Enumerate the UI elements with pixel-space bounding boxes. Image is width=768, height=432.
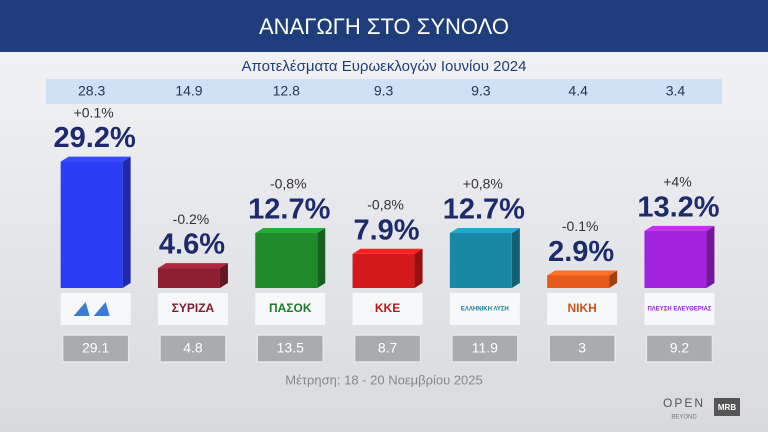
secondary-value: 3 xyxy=(578,340,586,356)
party-logo xyxy=(73,302,90,316)
chart-subtitle: Αποτελέσματα Ευρωεκλογών Ιουνίου 2024 xyxy=(242,58,527,75)
value-label: 2.9% xyxy=(548,236,614,268)
logo-box xyxy=(60,293,131,325)
reference-value: 4.4 xyxy=(568,83,588,99)
bar-top xyxy=(157,263,228,269)
value-label: 29.2% xyxy=(54,122,136,154)
reference-value: 28.3 xyxy=(78,83,105,99)
bar-side xyxy=(317,228,326,288)
secondary-box xyxy=(645,334,714,363)
secondary-box xyxy=(451,334,519,363)
bar-side xyxy=(706,225,715,288)
bar-top xyxy=(644,225,715,231)
value-label: 13.2% xyxy=(637,192,719,224)
reference-value: 12.8 xyxy=(273,83,300,99)
secondary-value: 8.7 xyxy=(378,340,398,356)
secondary-value: 9.2 xyxy=(670,340,690,356)
bar-top xyxy=(60,156,131,162)
bar xyxy=(157,268,220,288)
logo-box xyxy=(449,293,520,325)
bar xyxy=(352,253,415,288)
change-label: -0,8% xyxy=(367,196,404,212)
change-label: +0.1% xyxy=(74,104,114,120)
value-label: 7.9% xyxy=(353,214,419,246)
brand-name: OPEN xyxy=(663,396,705,410)
secondary-value: 4.8 xyxy=(183,340,203,356)
logo-box xyxy=(157,293,228,325)
bar-top xyxy=(547,270,618,276)
logo-box xyxy=(352,293,423,325)
reference-value: 14.9 xyxy=(175,83,202,99)
bar-top xyxy=(449,228,520,234)
brand-tagline: BEYOND xyxy=(671,415,697,421)
bar-top xyxy=(352,248,423,254)
bar-side xyxy=(609,270,618,288)
secondary-box xyxy=(548,334,616,363)
bar xyxy=(547,275,610,288)
note: Μέτρηση: 18 - 20 Νοεμβρίου 2025 xyxy=(285,372,482,387)
bar-side xyxy=(511,228,520,288)
bar xyxy=(255,233,318,288)
change-label: +4% xyxy=(663,174,691,190)
secondary-box xyxy=(353,334,422,363)
secondary-box xyxy=(256,334,324,363)
party-logo-label: ΝΙΚΗ xyxy=(567,301,596,315)
bar xyxy=(644,230,707,288)
change-label: -0,8% xyxy=(270,176,307,192)
logo-box xyxy=(547,293,618,325)
secondary-value: 11.9 xyxy=(472,340,498,356)
logo-box xyxy=(644,293,715,325)
value-label: 4.6% xyxy=(159,229,225,261)
party-logo-label: ΕΛΛΗΝΙΚΗ ΛΥΣΗ xyxy=(461,307,509,313)
bar xyxy=(449,233,512,288)
chart-title: ΑΝΑΓΩΓΗ ΣΤΟ ΣΥΝΟΛΟ xyxy=(259,14,509,39)
party-logo-label: ΠΑΣΟΚ xyxy=(269,301,312,315)
secondary-value: 13.5 xyxy=(277,340,304,356)
bar-side xyxy=(219,263,228,288)
logo-box xyxy=(255,293,326,325)
reference-value: 3.4 xyxy=(666,83,686,99)
partner-box xyxy=(714,398,740,416)
bar-top xyxy=(255,228,326,234)
secondary-box xyxy=(159,334,227,363)
header-band xyxy=(0,0,768,52)
party-logo-label: ΚΚΕ xyxy=(375,301,400,315)
bar xyxy=(60,161,123,288)
change-label: -0.2% xyxy=(173,211,210,227)
party-logo-label: ΠΛΕΥΣΗ ΕΛΕΥΘΕΡΙΑΣ xyxy=(647,307,711,313)
reference-value: 9.3 xyxy=(471,83,491,99)
secondary-box xyxy=(61,334,130,363)
change-label: +0,8% xyxy=(463,176,503,192)
secondary-value: 29.1 xyxy=(82,340,109,356)
party-logo-label: ΣΥΡΙΖΑ xyxy=(172,301,215,315)
change-label: -0.1% xyxy=(562,218,599,234)
value-label: 12.7% xyxy=(248,194,330,226)
value-label: 12.7% xyxy=(443,194,525,226)
bar-side xyxy=(414,248,423,288)
partner-name: MRB xyxy=(718,403,736,412)
party-logo xyxy=(93,302,110,316)
bar-side xyxy=(122,156,131,288)
reference-band xyxy=(46,79,722,104)
reference-value: 9.3 xyxy=(374,83,394,99)
